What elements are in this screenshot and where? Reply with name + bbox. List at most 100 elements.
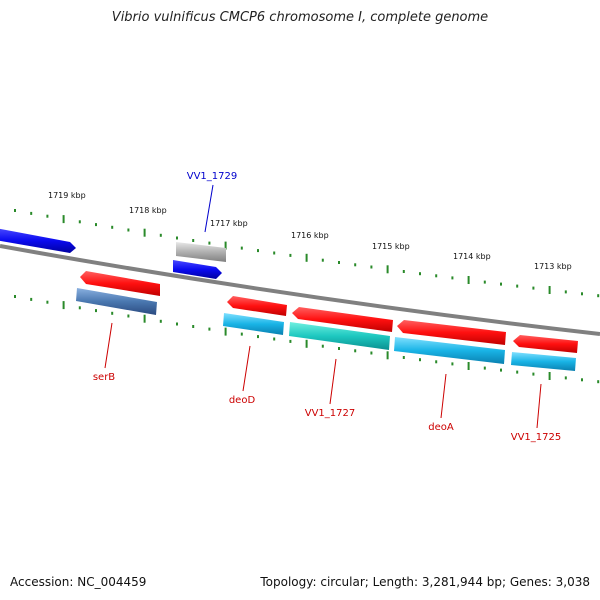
inner-tick-27 (451, 362, 454, 366)
map-title: Vibrio vulnificus CMCP6 chromosome I, co… (111, 10, 489, 25)
inner-tick-2 (46, 300, 49, 304)
outer-tick-23 (386, 265, 389, 274)
inner-tick-1 (30, 297, 33, 301)
gene-vv1-1725[interactable] (511, 335, 578, 371)
accession-text: Accession: NC_004459 (10, 575, 147, 589)
outer-tick-15 (257, 249, 259, 253)
gene-deoa[interactable] (394, 320, 506, 364)
outer-tick-24 (402, 270, 405, 273)
gene-label-vv1-1725[interactable]: VV1_1725 (511, 432, 562, 443)
outer-tick-8 (143, 228, 146, 237)
outer-tick-10 (176, 236, 178, 240)
outer-tick-3 (62, 215, 65, 224)
inner-tick-10 (176, 322, 178, 326)
outer-tick-1 (30, 211, 33, 215)
inner-tick-17 (289, 339, 292, 343)
outer-scale-ticks (14, 209, 600, 298)
outer-tick-32 (532, 286, 535, 290)
leader-serb (104, 322, 113, 369)
gene-deod[interactable] (223, 296, 287, 335)
inner-tick-23 (386, 351, 389, 360)
inner-scale-ticks (14, 295, 600, 384)
outer-tick-20 (338, 261, 340, 264)
scale-label-1717: 1717 kbp (210, 219, 248, 228)
leader-vv1-1725 (536, 383, 542, 429)
outer-tick-22 (370, 265, 373, 269)
outer-tick-7 (127, 228, 130, 232)
outer-tick-33 (548, 286, 551, 294)
inner-tick-8 (143, 314, 146, 323)
inner-tick-13 (224, 327, 227, 336)
leader-deod (242, 345, 251, 392)
inner-tick-14 (240, 332, 243, 336)
scale-label-1715: 1715 kbp (372, 242, 410, 251)
leader-deoa (440, 373, 447, 419)
gene-label-serb[interactable]: serB (93, 372, 115, 383)
inner-tick-12 (208, 327, 211, 331)
gene-label-deod[interactable]: deoD (229, 395, 256, 406)
outer-tick-9 (159, 233, 162, 237)
gene-vv1-1727[interactable] (289, 307, 393, 350)
outer-tick-34 (564, 290, 567, 294)
leader-vv1-1729 (204, 184, 214, 233)
outer-tick-35 (581, 292, 583, 296)
inner-tick-5 (95, 309, 97, 313)
scale-label-1714: 1714 kbp (453, 252, 491, 261)
inner-tick-34 (564, 376, 567, 380)
outer-tick-5 (95, 223, 97, 227)
inner-tick-36 (597, 380, 600, 384)
outer-tick-4 (78, 220, 81, 224)
genome-summary-text: Topology: circular; Length: 3,281,944 bp… (260, 575, 590, 589)
inner-tick-3 (62, 301, 65, 310)
inner-tick-32 (532, 372, 535, 376)
inner-tick-7 (127, 314, 130, 318)
inner-tick-15 (257, 335, 259, 339)
outer-tick-16 (273, 251, 276, 255)
inner-tick-6 (111, 311, 114, 315)
inner-tick-16 (273, 337, 276, 341)
outer-tick-6 (111, 225, 114, 229)
gene-label-deoa[interactable]: deoA (428, 422, 454, 433)
outer-tick-13 (224, 241, 227, 250)
outer-tick-30 (500, 282, 502, 286)
outer-tick-28 (467, 276, 470, 284)
inner-tick-11 (192, 325, 195, 328)
inner-tick-33 (548, 372, 551, 380)
outer-tick-31 (516, 284, 519, 288)
outer-tick-14 (240, 246, 243, 250)
gene-label-vv1-1729[interactable]: VV1_1729 (187, 171, 238, 182)
outer-tick-17 (289, 253, 292, 257)
inner-tick-31 (516, 370, 519, 374)
leader-vv1-1727 (329, 358, 337, 405)
inner-tick-19 (321, 344, 324, 348)
outer-tick-25 (419, 272, 421, 276)
outer-tick-18 (305, 253, 308, 262)
gene-vv1-1729[interactable] (173, 242, 226, 279)
outer-tick-36 (597, 294, 600, 298)
gene-serb[interactable] (76, 271, 160, 315)
inner-tick-29 (483, 366, 486, 370)
outer-tick-29 (483, 280, 486, 284)
outer-tick-27 (451, 276, 454, 280)
inner-tick-22 (370, 351, 373, 355)
inner-tick-21 (354, 349, 357, 353)
inner-tick-35 (581, 378, 583, 382)
inner-tick-9 (159, 319, 162, 323)
outer-tick-21 (354, 263, 357, 267)
inner-tick-26 (435, 360, 438, 364)
gene-label-vv1-1727[interactable]: VV1_1727 (305, 408, 356, 419)
gene-forward-left[interactable] (0, 228, 76, 253)
scale-label-1716: 1716 kbp (291, 231, 329, 240)
scale-label-1713: 1713 kbp (534, 262, 572, 271)
scale-label-1718: 1718 kbp (129, 206, 167, 215)
inner-tick-30 (500, 368, 502, 372)
inner-tick-24 (402, 356, 405, 359)
inner-tick-4 (78, 306, 81, 310)
inner-tick-25 (419, 358, 421, 362)
inner-tick-28 (467, 362, 470, 370)
outer-tick-11 (192, 239, 195, 242)
outer-tick-12 (208, 241, 211, 245)
inner-tick-0 (14, 295, 16, 298)
inner-tick-20 (338, 347, 340, 350)
